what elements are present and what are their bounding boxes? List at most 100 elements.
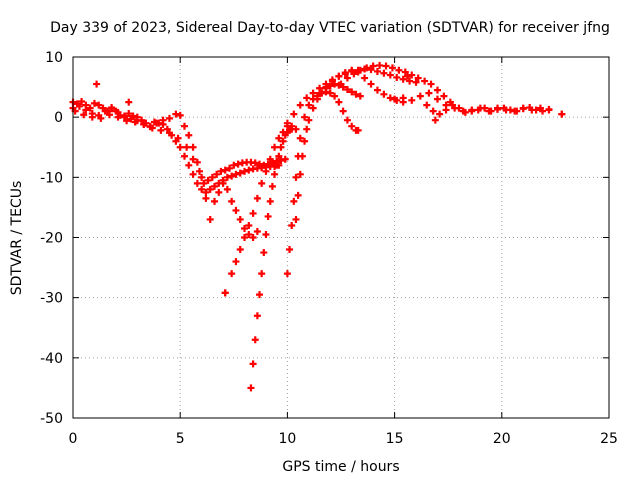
x-tick-labels: 0 5 10 15 20 25 <box>69 431 618 447</box>
data-point <box>288 125 296 133</box>
data-point <box>448 101 456 109</box>
data-point <box>247 384 255 392</box>
data-point <box>386 71 394 79</box>
data-point <box>352 90 360 98</box>
data-point <box>421 77 429 85</box>
data-point <box>204 176 212 184</box>
data-point <box>539 107 547 115</box>
y-tick-label: -50 <box>40 411 63 427</box>
y-tick-label: 0 <box>54 110 63 126</box>
data-point <box>228 172 236 180</box>
data-point <box>455 104 463 112</box>
data-point <box>341 69 349 77</box>
data-points <box>69 61 566 392</box>
data-point <box>305 116 313 124</box>
data-point <box>236 215 244 223</box>
data-point <box>185 161 193 169</box>
data-point <box>343 116 351 124</box>
data-point <box>283 119 291 127</box>
data-point <box>228 270 236 278</box>
data-point <box>180 122 188 130</box>
data-point <box>339 107 347 115</box>
data-point <box>558 110 566 118</box>
data-point <box>75 102 83 110</box>
data-point <box>292 173 300 181</box>
data-point <box>193 158 201 166</box>
data-point <box>271 170 279 178</box>
data-point <box>256 160 264 168</box>
data-point <box>90 99 98 107</box>
x-tick-label: 10 <box>278 431 296 447</box>
data-point <box>350 70 358 78</box>
data-point <box>433 86 441 94</box>
data-point <box>253 227 261 235</box>
data-point <box>348 122 356 130</box>
data-point <box>301 137 309 145</box>
data-point <box>213 170 221 178</box>
data-point <box>105 111 113 119</box>
x-tick-label: 20 <box>493 431 511 447</box>
data-point <box>356 92 364 100</box>
data-point <box>241 224 249 232</box>
data-point <box>131 118 139 126</box>
data-point <box>303 94 311 102</box>
data-point <box>189 170 197 178</box>
data-point <box>183 143 191 151</box>
data-point <box>348 88 356 96</box>
data-point <box>230 161 238 169</box>
data-point <box>376 61 384 69</box>
data-point <box>176 111 184 119</box>
data-point <box>382 62 390 70</box>
data-point <box>412 78 420 86</box>
data-point <box>296 101 304 109</box>
data-point <box>268 182 276 190</box>
data-point <box>354 126 362 134</box>
data-point <box>148 124 156 132</box>
data-point <box>373 67 381 75</box>
y-tick-label: 10 <box>45 50 63 66</box>
data-point <box>431 116 439 124</box>
data-point <box>120 112 128 120</box>
data-point <box>80 111 88 119</box>
data-point <box>281 155 289 163</box>
data-point <box>219 179 227 187</box>
data-point <box>165 129 173 137</box>
data-point <box>260 249 268 257</box>
y-tick-label: -10 <box>40 170 63 186</box>
x-tick-label: 0 <box>69 431 78 447</box>
data-point <box>125 110 133 118</box>
data-point <box>322 83 330 91</box>
series-arc-7 <box>292 80 364 223</box>
data-point <box>114 113 122 121</box>
x-tick-label: 5 <box>176 431 185 447</box>
data-point <box>200 179 208 187</box>
data-point <box>82 106 90 114</box>
data-point <box>262 167 270 175</box>
data-point <box>206 215 214 223</box>
data-point <box>163 125 171 133</box>
data-point <box>264 160 272 168</box>
series-arc-9 <box>337 61 454 106</box>
data-point <box>185 131 193 139</box>
data-point <box>195 167 203 175</box>
data-point <box>260 161 268 169</box>
data-point <box>401 68 409 76</box>
data-point <box>425 89 433 97</box>
data-point <box>266 155 274 163</box>
data-point <box>328 77 336 85</box>
data-point <box>211 197 219 205</box>
data-point <box>232 170 240 178</box>
data-point <box>253 312 261 320</box>
data-point <box>176 143 184 151</box>
data-point <box>88 113 96 121</box>
data-point <box>380 69 388 77</box>
data-point <box>292 215 300 223</box>
data-point <box>408 96 416 104</box>
series-arc-5 <box>247 125 296 392</box>
data-point <box>180 152 188 160</box>
data-point <box>271 143 279 151</box>
data-point <box>193 179 201 187</box>
data-point <box>296 170 304 178</box>
data-point <box>298 152 306 160</box>
